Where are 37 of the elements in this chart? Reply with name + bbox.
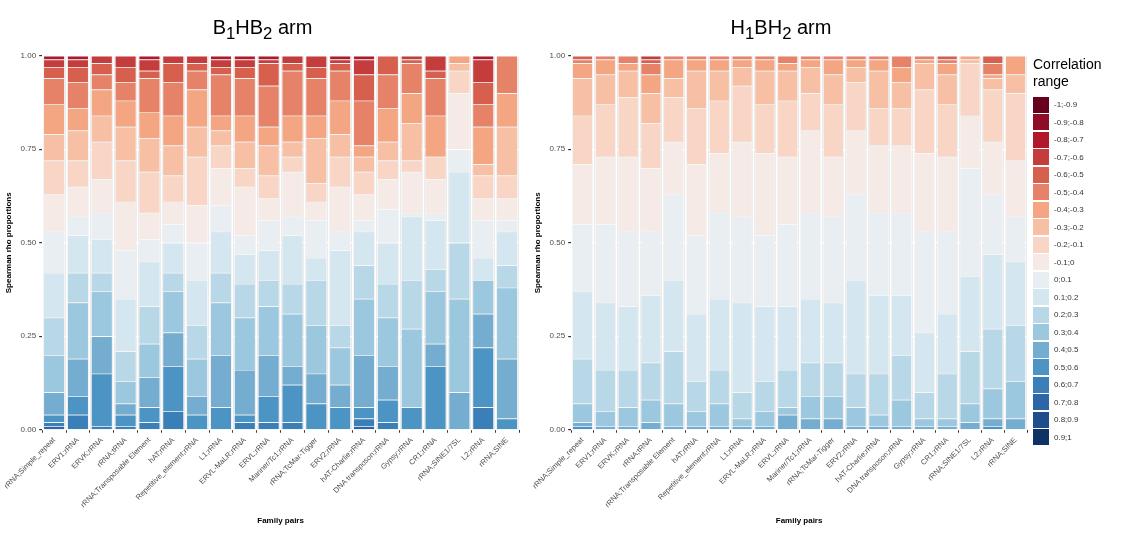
- x-axis-title: Family pairs: [257, 516, 305, 526]
- legend-title: Correlation range: [1033, 56, 1103, 90]
- y-tick-label: 0.50: [20, 237, 37, 247]
- legend-label: -0.8;-0.7: [1054, 135, 1084, 145]
- y-tick-label: 0.75: [20, 144, 37, 154]
- legend-label: 0;0.1: [1054, 275, 1072, 285]
- y-tick-label: 0.25: [549, 331, 566, 341]
- y-tick-label: 0.75: [549, 144, 566, 154]
- legend-label: -0.1;0: [1054, 257, 1075, 267]
- y-axis-title: Spearman rho proportions: [4, 191, 13, 294]
- legend-label: 0.1;0.2: [1054, 292, 1079, 302]
- legend-label: -0.3;-0.2: [1054, 222, 1084, 232]
- legend-label: 0.6;0.7: [1054, 380, 1079, 390]
- x-axis-title: Family pairs: [775, 516, 823, 526]
- y-axis-title: Spearman rho proportions: [533, 191, 542, 294]
- legend-label: -0.2;-0.1: [1054, 240, 1084, 250]
- chart-title: H$_{1}$BH$_{2}$ arm: [729, 15, 833, 45]
- legend-label: -0.4;-0.3: [1054, 205, 1084, 215]
- legend-label: 0.5;0.6: [1054, 362, 1079, 372]
- y-tick-label: 1.00: [549, 51, 566, 60]
- legend-label: 0.4;0.5: [1054, 345, 1079, 355]
- y-tick-label: 0.00: [549, 424, 566, 434]
- chart-title: B$_{1}$HB$_{2}$ arm: [211, 15, 314, 45]
- legend-label: -0.9;-0.8: [1054, 117, 1084, 127]
- legend-label: 0.7;0.8: [1054, 397, 1079, 407]
- legend-label: -0.5;-0.4: [1054, 187, 1084, 197]
- legend-label: -1;-0.9: [1054, 100, 1078, 110]
- legend-label: 0.8;0.9: [1054, 415, 1079, 425]
- y-tick-label: 0.25: [20, 331, 37, 341]
- legend-label: 0.2;0.3: [1054, 310, 1079, 320]
- legend-label: 0.9;1: [1054, 432, 1072, 442]
- legend-label: -0.7;-0.6: [1054, 152, 1084, 162]
- y-tick-label: 0.00: [20, 424, 37, 434]
- y-tick-label: 1.00: [20, 51, 37, 60]
- legend-label: 0.3;0.4: [1054, 327, 1079, 337]
- y-tick-label: 0.50: [549, 237, 566, 247]
- legend-label: -0.6;-0.5: [1054, 170, 1084, 180]
